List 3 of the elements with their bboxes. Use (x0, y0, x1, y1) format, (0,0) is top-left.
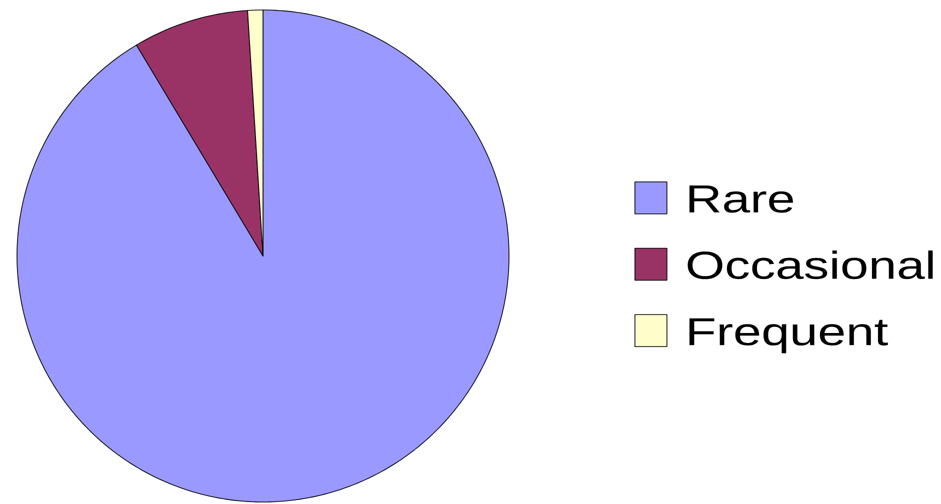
legend-label: Frequent (689, 318, 888, 354)
legend-label: Occasional (688, 250, 933, 280)
legend-label: Rare (689, 186, 793, 213)
